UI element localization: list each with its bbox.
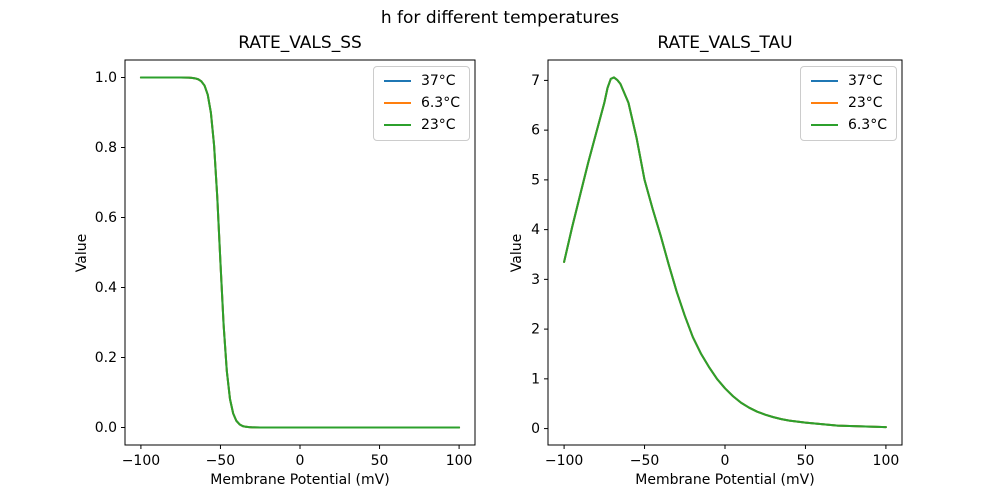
legend-label: 23°C xyxy=(847,95,883,111)
ss-plot-area: −100 −50 0 50 100 0.0 0.2 0.4 0.6 0.8 1.0 xyxy=(95,59,476,469)
svg-text:0: 0 xyxy=(531,421,540,437)
legend-label: 23°C xyxy=(420,117,456,133)
svg-text:6: 6 xyxy=(531,123,540,139)
legend-line-swatch xyxy=(383,124,411,126)
svg-text:1.0: 1.0 xyxy=(95,70,117,86)
svg-text:100: 100 xyxy=(446,453,473,469)
legend-item: 37°C xyxy=(810,73,887,89)
svg-text:0.2: 0.2 xyxy=(95,350,117,366)
subplot-tau-title: RATE_VALS_TAU xyxy=(657,33,793,53)
svg-text:0.8: 0.8 xyxy=(95,140,117,156)
legend-item: 37°C xyxy=(383,73,460,89)
legend-label: 37°C xyxy=(847,73,883,89)
svg-text:−50: −50 xyxy=(630,453,660,469)
legend-line-swatch xyxy=(810,80,838,82)
legend-line-swatch xyxy=(810,102,838,104)
ss-y-axis-label: Value xyxy=(74,233,90,272)
svg-text:2: 2 xyxy=(531,322,540,338)
svg-text:0.6: 0.6 xyxy=(95,210,117,226)
svg-text:0: 0 xyxy=(296,453,305,469)
svg-text:5: 5 xyxy=(531,172,540,188)
svg-text:3: 3 xyxy=(531,272,540,288)
tau-y-axis-label: Value xyxy=(509,233,525,272)
legend-item: 6.3°C xyxy=(383,95,460,111)
subplot-rate-vals-ss: RATE_VALS_SS −100 −50 0 50 100 0.0 0.2 0.4 0.6 0.… xyxy=(74,33,476,488)
svg-text:4: 4 xyxy=(531,222,540,238)
ss-x-axis-label: Membrane Potential (mV) xyxy=(210,472,390,488)
svg-text:−50: −50 xyxy=(206,453,236,469)
legend-line-swatch xyxy=(383,80,411,82)
svg-text:0.0: 0.0 xyxy=(95,420,117,436)
svg-text:0.4: 0.4 xyxy=(95,280,117,296)
ss-legend: 37°C 6.3°C 23°C xyxy=(372,66,470,141)
tau-x-axis-label: Membrane Potential (mV) xyxy=(635,472,815,488)
legend-label: 37°C xyxy=(420,73,456,89)
tau-legend: 37°C 23°C 6.3°C xyxy=(799,66,897,141)
svg-text:50: 50 xyxy=(797,453,815,469)
legend-item: 6.3°C xyxy=(810,117,887,133)
legend-line-swatch xyxy=(810,124,838,126)
svg-text:−100: −100 xyxy=(545,453,583,469)
subplot-ss-title: RATE_VALS_SS xyxy=(238,33,362,53)
svg-text:1: 1 xyxy=(531,371,540,387)
legend-label: 6.3°C xyxy=(847,117,887,133)
svg-text:0: 0 xyxy=(721,453,730,469)
svg-text:7: 7 xyxy=(531,73,540,89)
subplot-rate-vals-tau: RATE_VALS_TAU −100 −50 0 50 100 0 1 2 3 4 5 6 7 Memb… xyxy=(509,33,903,488)
legend-item: 23°C xyxy=(810,95,887,111)
legend-line-swatch xyxy=(383,102,411,104)
legend-label: 6.3°C xyxy=(420,95,460,111)
tau-plot-area: −100 −50 0 50 100 0 1 2 3 4 5 6 7 xyxy=(531,59,903,469)
svg-text:100: 100 xyxy=(873,453,900,469)
svg-text:−100: −100 xyxy=(122,453,160,469)
legend-item: 23°C xyxy=(383,117,460,133)
svg-text:50: 50 xyxy=(371,453,389,469)
figure-title: h for different temperatures xyxy=(380,8,620,28)
